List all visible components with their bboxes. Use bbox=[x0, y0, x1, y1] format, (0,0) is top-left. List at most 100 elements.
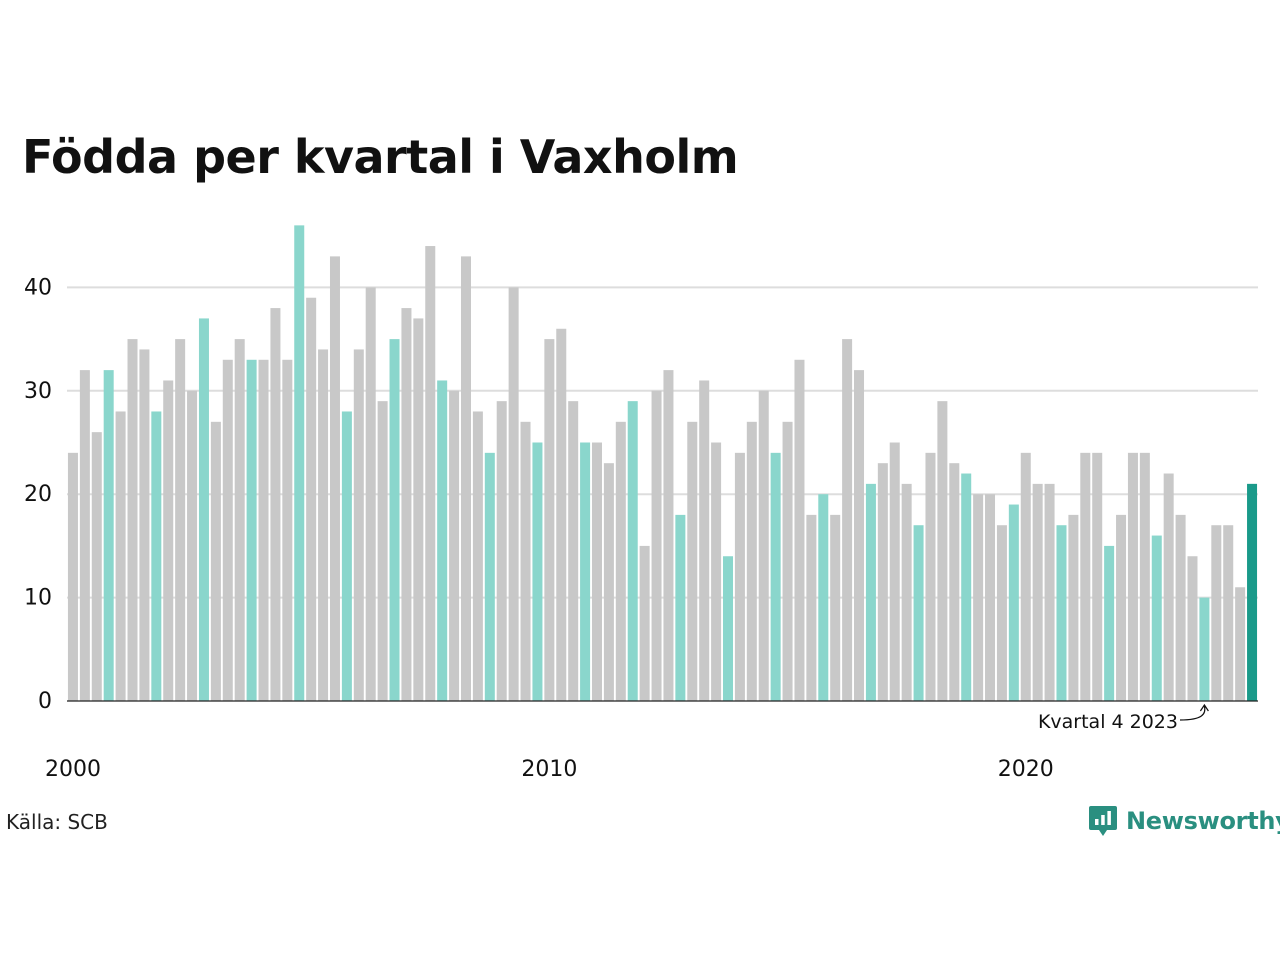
bar bbox=[532, 442, 543, 701]
bar bbox=[782, 421, 793, 701]
bar bbox=[973, 494, 984, 701]
bar bbox=[913, 525, 924, 701]
annotation: Kvartal 4 2023 bbox=[1038, 703, 1209, 733]
bar bbox=[198, 318, 209, 701]
bar bbox=[1068, 514, 1079, 701]
bar bbox=[127, 339, 138, 701]
bar bbox=[234, 339, 245, 701]
bar bbox=[758, 390, 769, 701]
bar bbox=[1223, 525, 1234, 701]
bar bbox=[246, 359, 257, 701]
bar bbox=[842, 339, 853, 701]
bar bbox=[163, 380, 174, 701]
source-label: Källa: SCB bbox=[6, 810, 108, 834]
y-tick-label: 20 bbox=[24, 482, 52, 507]
bar-chart: 0 10 20 30 40 2000 2010 2020 Kvartal 4 2023 bbox=[24, 225, 1258, 782]
x-tick-label: 2010 bbox=[521, 757, 577, 782]
y-tick-label: 10 bbox=[24, 586, 52, 611]
bar bbox=[1032, 483, 1043, 701]
bar bbox=[854, 370, 865, 701]
bar bbox=[437, 380, 448, 701]
bar bbox=[115, 411, 126, 701]
y-tick-label: 30 bbox=[24, 379, 52, 404]
y-axis-ticks: 0 10 20 30 40 bbox=[24, 275, 52, 714]
bar bbox=[139, 349, 150, 701]
bar bbox=[389, 339, 400, 701]
bar bbox=[520, 421, 531, 701]
bar bbox=[1020, 452, 1031, 701]
bar bbox=[794, 359, 805, 701]
newsworthy-icon bbox=[1089, 806, 1117, 836]
bar bbox=[1104, 545, 1115, 701]
bar bbox=[889, 442, 900, 701]
bar bbox=[818, 494, 829, 701]
brand-name: Newsworthy bbox=[1126, 807, 1280, 835]
bar bbox=[568, 401, 579, 701]
bar bbox=[377, 401, 388, 701]
bar bbox=[746, 421, 757, 701]
bar bbox=[1056, 525, 1067, 701]
bar bbox=[401, 308, 412, 701]
bar bbox=[1211, 525, 1222, 701]
bar bbox=[901, 483, 912, 701]
bar bbox=[1080, 452, 1091, 701]
bar bbox=[258, 359, 269, 701]
bar bbox=[353, 349, 364, 701]
bar bbox=[949, 463, 960, 701]
bar bbox=[723, 556, 734, 701]
bar bbox=[1151, 535, 1162, 701]
bar bbox=[651, 390, 662, 701]
bar bbox=[985, 494, 996, 701]
bar bbox=[449, 390, 460, 701]
x-tick-label: 2020 bbox=[998, 757, 1054, 782]
bar bbox=[484, 452, 495, 701]
bar bbox=[210, 421, 221, 701]
bar bbox=[865, 483, 876, 701]
bar bbox=[591, 442, 602, 701]
bar bbox=[603, 463, 614, 701]
bar bbox=[1163, 473, 1174, 701]
bar bbox=[1187, 556, 1198, 701]
bar bbox=[1139, 452, 1150, 701]
bar bbox=[187, 390, 198, 701]
bar bbox=[1116, 514, 1127, 701]
bar bbox=[1044, 483, 1055, 701]
bar bbox=[961, 473, 972, 701]
bar bbox=[270, 308, 281, 701]
bar bbox=[544, 339, 555, 701]
bars bbox=[67, 225, 1258, 702]
bar bbox=[1175, 514, 1186, 701]
bar bbox=[306, 297, 317, 701]
bar bbox=[1092, 452, 1103, 701]
bar bbox=[175, 339, 186, 701]
bar bbox=[496, 401, 507, 701]
y-tick-label: 0 bbox=[38, 689, 52, 714]
bar bbox=[639, 545, 650, 701]
bar bbox=[1199, 597, 1210, 701]
bar bbox=[413, 318, 424, 701]
bar bbox=[627, 401, 638, 701]
bar bbox=[663, 370, 674, 701]
bar bbox=[877, 463, 888, 701]
bar bbox=[222, 359, 233, 701]
bar bbox=[687, 421, 698, 701]
bar bbox=[996, 525, 1007, 701]
bar bbox=[1127, 452, 1138, 701]
bar bbox=[91, 432, 102, 701]
bar bbox=[103, 370, 114, 701]
bar bbox=[675, 514, 686, 701]
bar bbox=[1008, 504, 1019, 701]
bar bbox=[556, 328, 567, 701]
bar bbox=[341, 411, 352, 701]
bar bbox=[365, 287, 376, 701]
bar bbox=[329, 256, 340, 701]
bar bbox=[830, 514, 841, 701]
bar bbox=[580, 442, 591, 701]
annotation-arrow bbox=[1179, 703, 1209, 721]
bar-latest bbox=[1247, 483, 1258, 701]
bar bbox=[711, 442, 722, 701]
bar bbox=[294, 225, 305, 702]
chart-title: Födda per kvartal i Vaxholm bbox=[22, 130, 739, 184]
bar bbox=[806, 514, 817, 701]
bar bbox=[699, 380, 710, 701]
